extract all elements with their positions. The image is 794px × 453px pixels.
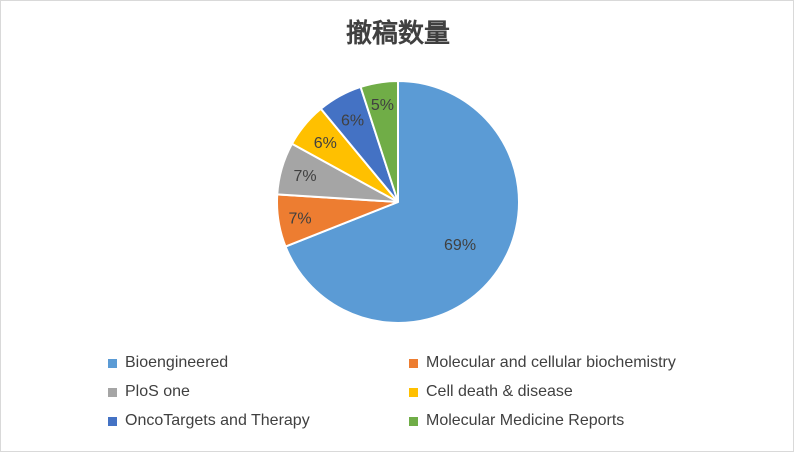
slice-data-label: 7% bbox=[293, 168, 316, 185]
legend-label: Bioengineered bbox=[125, 354, 229, 371]
legend-swatch bbox=[108, 416, 117, 426]
legend-item: Bioengineered bbox=[108, 353, 228, 373]
legend-item: Molecular Medicine Reports bbox=[409, 411, 624, 431]
legend-item: PloS one bbox=[108, 382, 190, 402]
legend-label: PloS one bbox=[125, 383, 190, 400]
legend-swatch bbox=[108, 358, 117, 368]
legend-label: Molecular and cellular biochemistry bbox=[426, 354, 676, 371]
slice-data-label: 5% bbox=[371, 97, 394, 114]
slice-data-label: 69% bbox=[444, 237, 476, 254]
chart-title: 撤稿数量 bbox=[345, 19, 450, 49]
pie-slice bbox=[284, 79, 520, 324]
legend-swatch bbox=[409, 416, 418, 426]
legend-item: OncoTargets and Therapy bbox=[108, 411, 310, 431]
slice-data-label: 6% bbox=[314, 135, 337, 152]
legend-swatch bbox=[409, 387, 418, 397]
legend-swatch bbox=[108, 387, 117, 397]
legend-label: Cell death & disease bbox=[426, 383, 573, 400]
legend-swatch bbox=[409, 358, 418, 368]
slice-data-label: 6% bbox=[341, 112, 364, 129]
slice-data-label: 7% bbox=[288, 211, 311, 228]
legend-item: Cell death & disease bbox=[409, 382, 573, 402]
pie-slice bbox=[359, 79, 399, 203]
legend-label: Molecular Medicine Reports bbox=[426, 412, 625, 429]
legend-label: OncoTargets and Therapy bbox=[125, 412, 310, 429]
legend-item: Molecular and cellular biochemistry bbox=[409, 353, 676, 373]
